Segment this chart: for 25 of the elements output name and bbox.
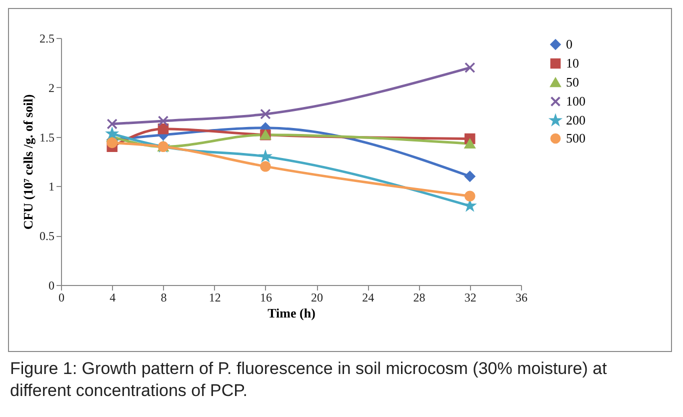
- legend-label: 50: [566, 74, 579, 90]
- x-tick-label: 4: [110, 290, 116, 304]
- y-tick-label: 1.5: [40, 130, 54, 144]
- legend-label: 10: [566, 56, 579, 70]
- x-tick-label: 32: [464, 290, 476, 304]
- legend-label: 200: [566, 112, 586, 128]
- x-tick-label: 20: [311, 290, 324, 304]
- caption: Figure 1: Growth pattern of P. fluorescence in soil microcosm (30% moisture) at different concentrations of PCP.: [10, 358, 608, 402]
- y-tick-label: 1: [48, 180, 54, 194]
- legend-label: 100: [566, 94, 586, 108]
- y-tick-label: 2.5: [40, 32, 54, 46]
- x-tick-label: 16: [260, 290, 272, 304]
- y-axis-title: CFU (10⁷ cells /g. of soil): [20, 94, 36, 230]
- y-tick-label: 2: [48, 80, 54, 95]
- x-tick-label: 12: [208, 290, 221, 304]
- x-tick-label: 8: [160, 290, 167, 304]
- x-tick-label: 24: [362, 290, 374, 304]
- legend-label: 0: [566, 36, 572, 52]
- y-tick-label: 0.5: [40, 229, 54, 244]
- legend-label: 500: [566, 130, 586, 146]
- y-tick-label: 0: [48, 278, 54, 292]
- x-axis-title: Time (h): [268, 306, 316, 320]
- x-tick-label: 28: [413, 290, 426, 304]
- x-tick-label: 36: [516, 290, 528, 304]
- x-tick-label: 0: [58, 290, 64, 304]
